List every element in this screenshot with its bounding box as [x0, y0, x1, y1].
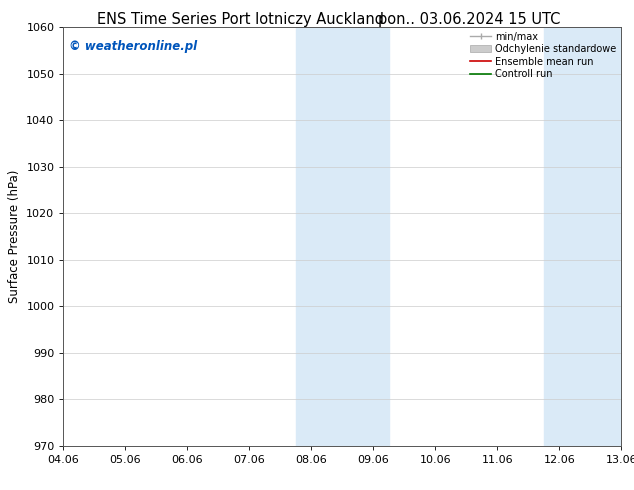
- Bar: [296, 27, 389, 446]
- Bar: [544, 27, 621, 446]
- Text: © weatheronline.pl: © weatheronline.pl: [69, 40, 197, 52]
- Legend: min/max, Odchylenie standardowe, Ensemble mean run, Controll run: min/max, Odchylenie standardowe, Ensembl…: [468, 30, 618, 81]
- Y-axis label: Surface Pressure (hPa): Surface Pressure (hPa): [8, 170, 21, 303]
- Text: pon.. 03.06.2024 15 UTC: pon.. 03.06.2024 15 UTC: [378, 12, 560, 27]
- Text: ENS Time Series Port lotniczy Auckland: ENS Time Series Port lotniczy Auckland: [98, 12, 384, 27]
